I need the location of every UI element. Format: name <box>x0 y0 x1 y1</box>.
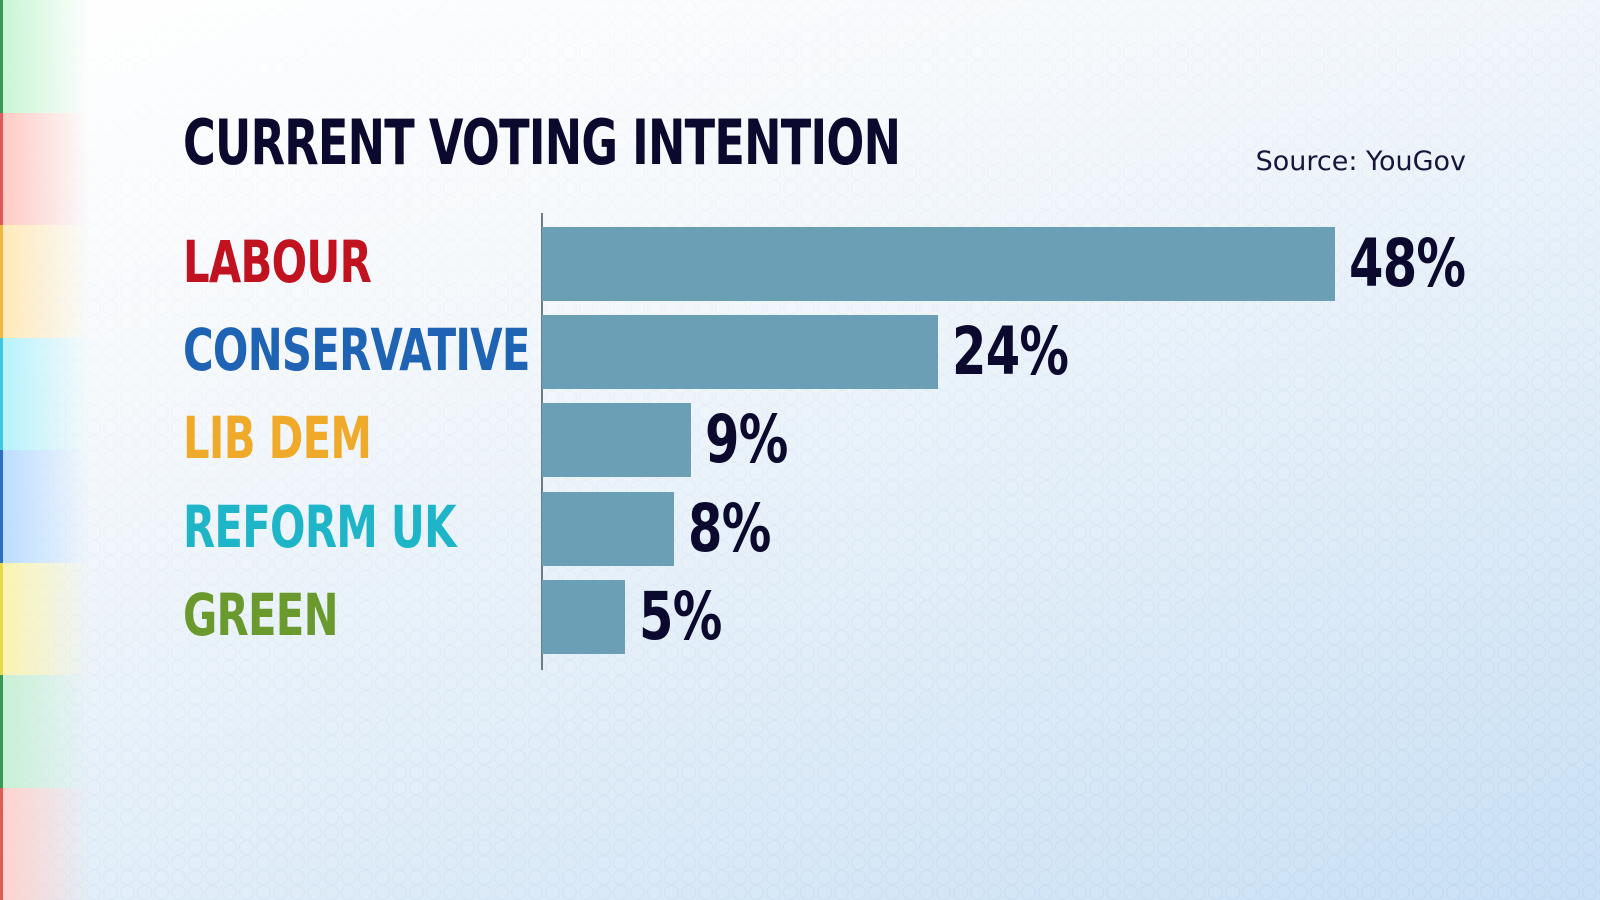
value-label: 48% <box>1348 225 1466 302</box>
bar <box>542 579 625 654</box>
bar-row-lib-dem: LIB DEM 9% <box>0 401 1600 479</box>
value-label: 8% <box>688 489 771 567</box>
bar <box>542 227 1335 301</box>
edge-stripe <box>0 675 90 788</box>
party-label: CONSERVATIVE <box>183 316 530 385</box>
bar <box>542 403 691 478</box>
party-label: REFORM UK <box>183 492 456 561</box>
edge-stripe-line <box>0 112 3 225</box>
party-label: GREEN <box>183 580 339 649</box>
value-label: 9% <box>704 401 788 479</box>
bar <box>542 315 939 390</box>
edge-stripe <box>0 0 90 113</box>
bar-row-labour: LABOUR 48% <box>0 227 1600 301</box>
bar-row-conservative: CONSERVATIVE 24% <box>0 313 1600 391</box>
edge-stripe-line <box>0 787 3 900</box>
bar <box>542 491 675 566</box>
edge-stripe-glow <box>0 675 90 788</box>
party-label: LABOUR <box>183 228 372 296</box>
edge-stripe-glow <box>0 112 90 225</box>
edge-stripe <box>0 112 90 225</box>
edge-stripe-line <box>0 0 3 113</box>
edge-stripe-line <box>0 675 3 788</box>
party-label: LIB DEM <box>183 404 372 473</box>
bar-row-green: GREEN 5% <box>0 577 1600 655</box>
value-label: 5% <box>638 577 722 655</box>
source-label: Source: YouGov <box>1255 146 1466 177</box>
value-label: 24% <box>952 313 1069 391</box>
bar-row-reform-uk: REFORM UK 8% <box>0 489 1600 567</box>
edge-stripe <box>0 787 90 900</box>
chart-title: CURRENT VOTING INTENTION <box>183 106 901 179</box>
edge-stripe-glow <box>0 0 90 113</box>
edge-stripe-glow <box>0 787 90 900</box>
